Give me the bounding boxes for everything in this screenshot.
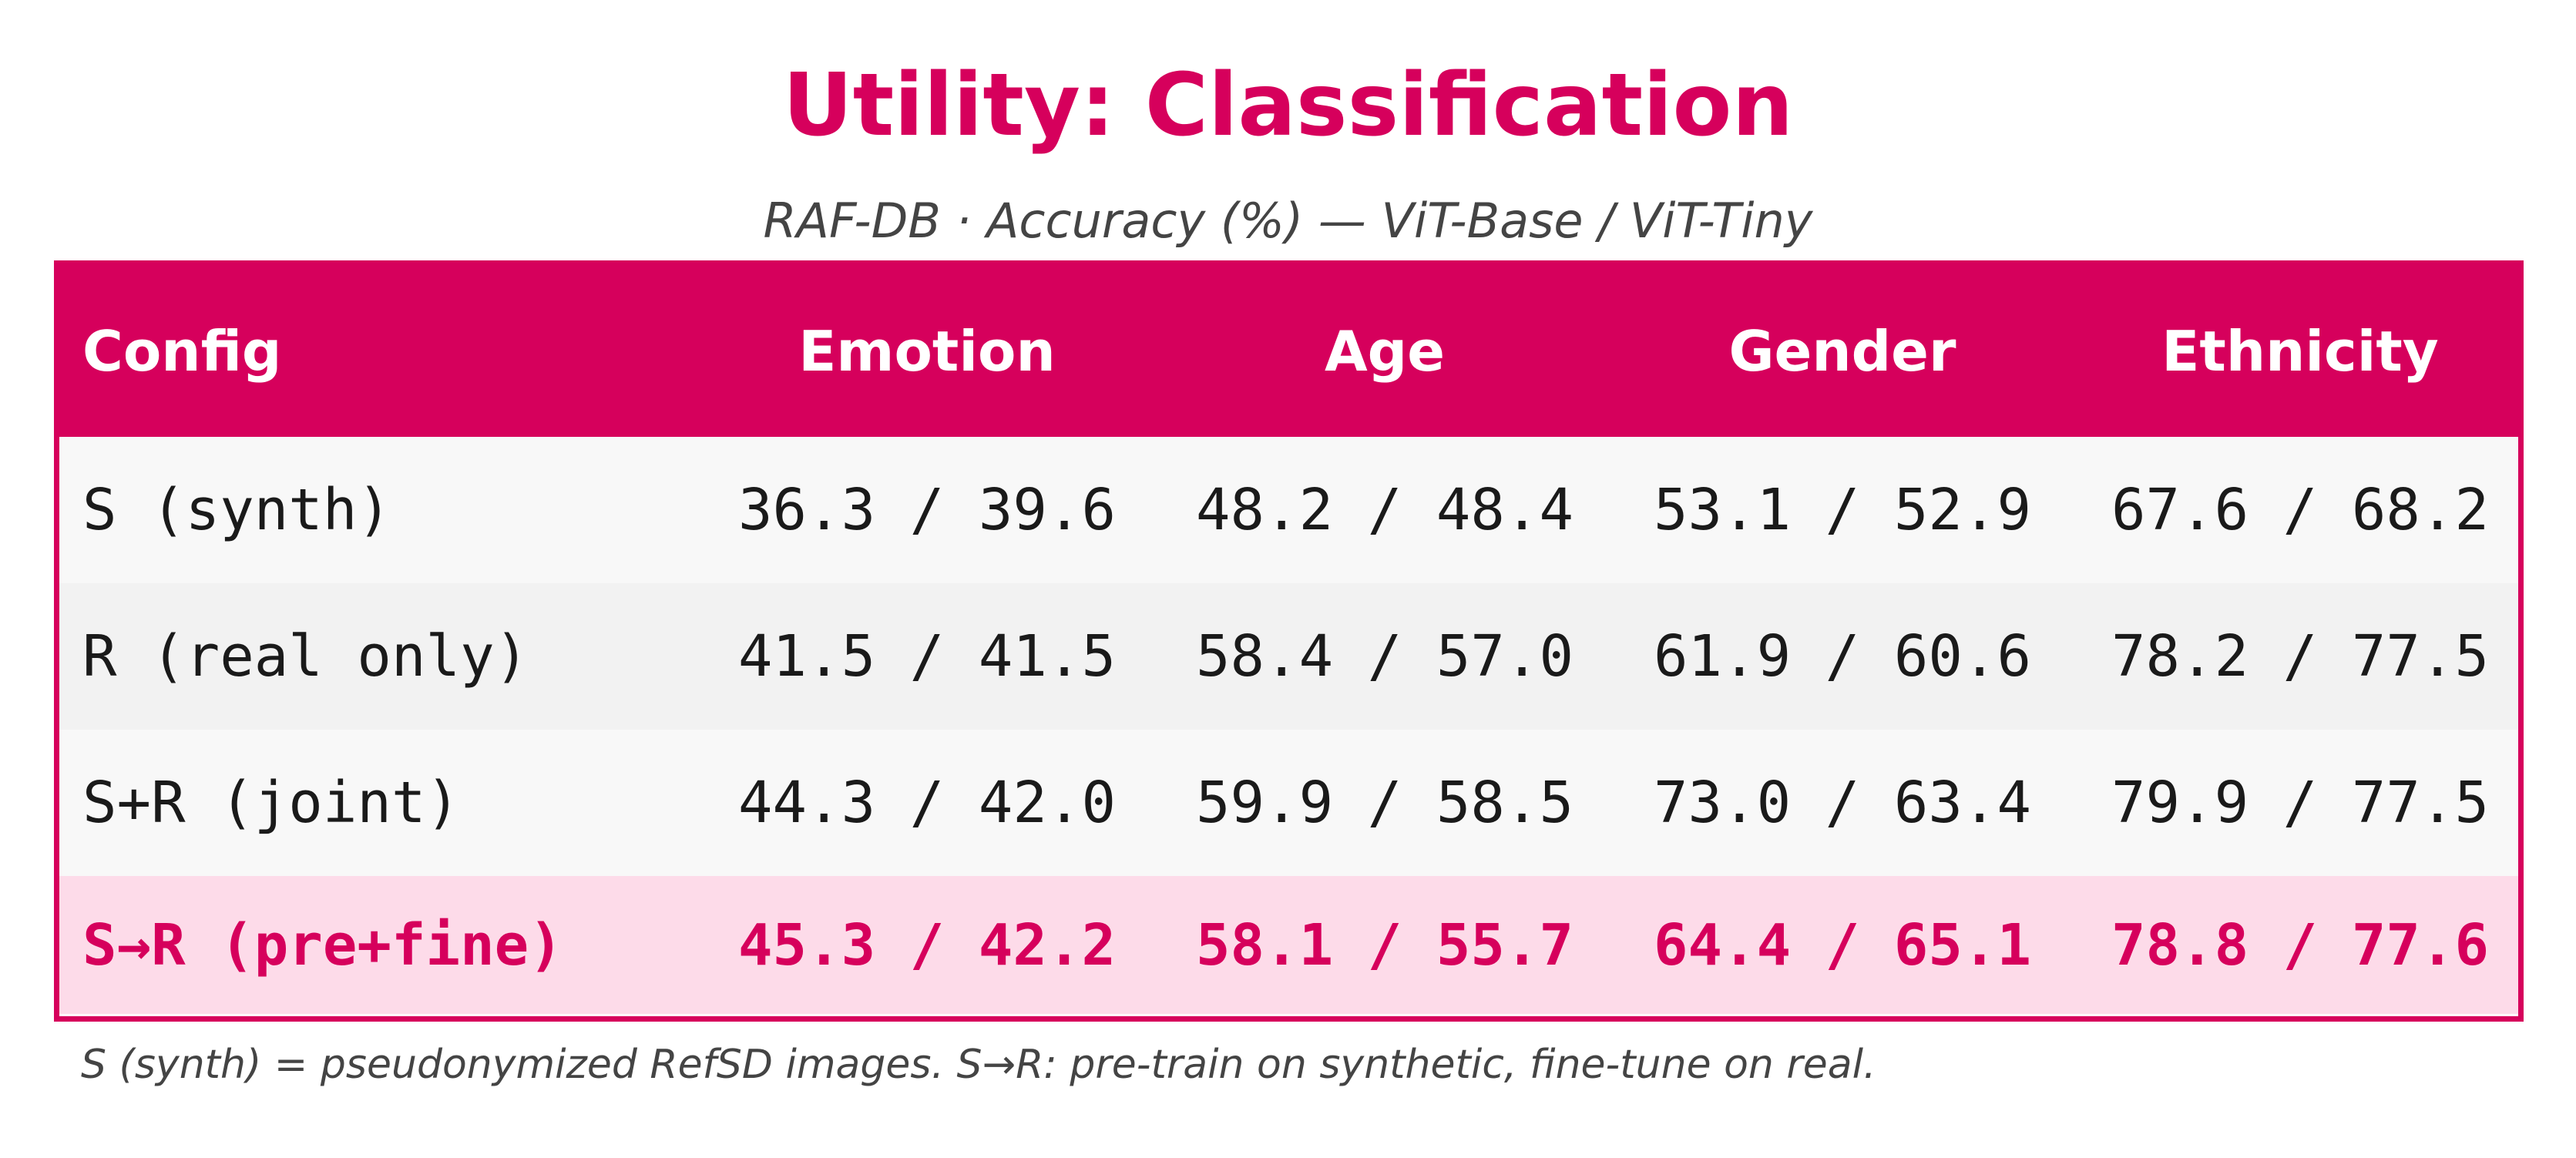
config-cell: S (synth) xyxy=(82,477,391,543)
ethnicity-cell: 78.8 / 77.6 xyxy=(2111,911,2490,978)
gender-cell: 73.0 / 63.4 xyxy=(1653,770,2032,836)
gender-cell: 64.4 / 65.1 xyxy=(1653,911,2032,978)
table-footnote: S (synth) = pseudonymized RefSD images. … xyxy=(81,1042,1876,1088)
column-header-gender: Gender xyxy=(1728,319,1956,384)
results-table: Config Emotion Age Gender Ethnicity S (s… xyxy=(59,266,2518,1014)
column-header-emotion: Emotion xyxy=(798,319,1056,384)
table-row: R (real only) 41.5 / 41.5 58.4 / 57.0 61… xyxy=(59,583,2518,730)
results-table-container: Config Emotion Age Gender Ethnicity S (s… xyxy=(54,260,2524,1022)
emotion-cell: 45.3 / 42.2 xyxy=(737,911,1117,978)
gender-cell: 61.9 / 60.6 xyxy=(1653,623,2032,690)
table-row: S (synth) 36.3 / 39.6 48.2 / 48.4 53.1 /… xyxy=(59,437,2518,583)
age-cell: 59.9 / 58.5 xyxy=(1195,770,1574,836)
chart-subtitle: RAF-DB · Accuracy (%) — ViT-Base / ViT-T… xyxy=(763,193,1813,249)
emotion-cell: 41.5 / 41.5 xyxy=(737,623,1117,690)
emotion-cell: 36.3 / 39.6 xyxy=(737,477,1117,543)
age-cell: 58.1 / 55.7 xyxy=(1195,911,1574,978)
column-header-ethnicity: Ethnicity xyxy=(2161,319,2439,384)
table-row: S+R (joint) 44.3 / 42.0 59.9 / 58.5 73.0… xyxy=(59,730,2518,876)
emotion-cell: 44.3 / 42.0 xyxy=(737,770,1117,836)
config-cell: R (real only) xyxy=(82,623,529,690)
ethnicity-cell: 67.6 / 68.2 xyxy=(2111,477,2490,543)
chart-title: Utility: Classification xyxy=(782,55,1794,156)
age-cell: 58.4 / 57.0 xyxy=(1195,623,1574,690)
config-cell: S+R (joint) xyxy=(82,770,461,836)
column-header-age: Age xyxy=(1324,319,1446,384)
table-header-row: Config Emotion Age Gender Ethnicity xyxy=(59,266,2518,437)
table-row-highlighted: S→R (pre+fine) 45.3 / 42.2 58.1 / 55.7 6… xyxy=(59,876,2518,1014)
column-header-config: Config xyxy=(82,319,282,384)
gender-cell: 53.1 / 52.9 xyxy=(1653,477,2032,543)
ethnicity-cell: 79.9 / 77.5 xyxy=(2111,770,2490,836)
ethnicity-cell: 78.2 / 77.5 xyxy=(2111,623,2490,690)
config-cell: S→R (pre+fine) xyxy=(82,911,563,978)
age-cell: 48.2 / 48.4 xyxy=(1195,477,1574,543)
